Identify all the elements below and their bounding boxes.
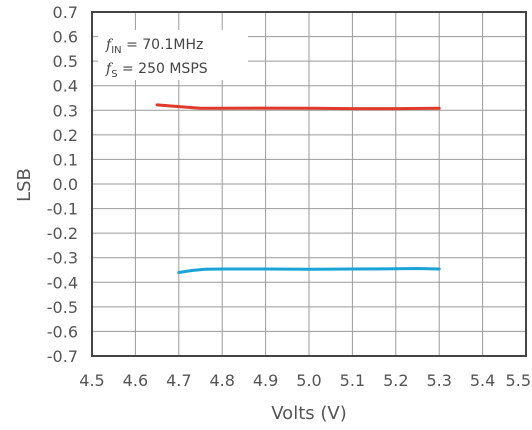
x-tick-label: 4.9: [253, 371, 278, 390]
y-tick-label: 0.7: [53, 3, 78, 22]
y-tick-label: -0.7: [47, 347, 78, 366]
x-tick-label: 4.7: [166, 371, 191, 390]
series-line-1: [155, 103, 441, 111]
y-tick-label: 0.6: [53, 28, 78, 47]
x-tick-labels: 4.5 4.6 4.7 4.8 4.9 5.0 5.1 5.2 5.3 5.4 5.5: [79, 371, 531, 390]
x-tick-label: 4.6: [123, 371, 148, 390]
x-tick-label: 4.8: [209, 371, 234, 390]
annotation-fs: fS = 250 MSPS: [105, 61, 208, 80]
y-tick-label: -0.4: [47, 273, 78, 292]
x-tick-label: 4.5: [79, 371, 104, 390]
y-tick-label: -0.1: [47, 200, 78, 219]
y-tick-label: -0.6: [47, 322, 78, 341]
series-line-2: [177, 267, 441, 274]
y-tick-label: 0.4: [53, 77, 78, 96]
annotation-box: fIN = 70.1MHz fS = 250 MSPS: [98, 30, 248, 80]
series-layer: [155, 103, 441, 274]
y-tick-labels: 0.7 0.6 0.5 0.4 0.3 0.2 0.1 0.0 -0.1 -0.2 -0.3 -0.4…: [47, 3, 78, 366]
x-tick-label: 5.5: [506, 371, 531, 390]
y-tick-label: 0.2: [53, 126, 78, 145]
x-axis-title: Volts (V): [271, 403, 346, 424]
y-tick-label: 0.5: [53, 52, 78, 71]
y-tick-label: -0.3: [47, 249, 78, 268]
y-tick-label: 0.3: [53, 101, 78, 120]
x-tick-label: 5.4: [470, 371, 495, 390]
annotation-fin: fIN = 70.1MHz: [105, 37, 203, 56]
y-axis-title: LSB: [14, 168, 35, 202]
x-tick-label: 5.1: [340, 371, 365, 390]
x-tick-label: 5.2: [383, 371, 408, 390]
plot-frame: [91, 11, 527, 357]
y-tick-label: -0.5: [47, 298, 78, 317]
x-tick-label: 5.0: [296, 371, 321, 390]
y-tick-label: 0.0: [53, 175, 78, 194]
x-tick-label: 5.3: [426, 371, 451, 390]
y-tick-label: 0.1: [53, 150, 78, 169]
y-tick-label: -0.2: [47, 224, 78, 243]
